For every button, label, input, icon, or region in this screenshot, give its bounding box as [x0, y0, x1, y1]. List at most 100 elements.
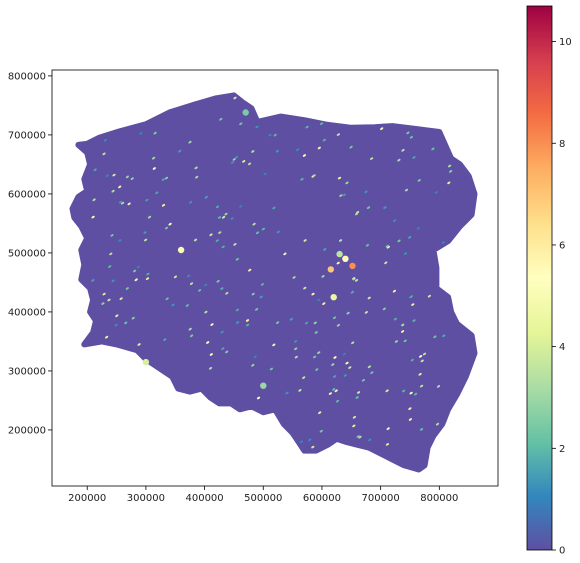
- map-cell: [272, 206, 276, 210]
- map-cell: [121, 201, 125, 205]
- x-tick-label: 800000: [420, 493, 458, 504]
- map-cell: [143, 231, 147, 234]
- map-cell: [315, 368, 319, 371]
- map-cell: [355, 396, 359, 399]
- hotspot-cell: [177, 246, 185, 254]
- map-cell: [449, 170, 453, 173]
- map-cell: [322, 138, 326, 142]
- map-cell: [130, 177, 134, 181]
- map-cell: [322, 302, 326, 306]
- y-tick-label: 300000: [8, 366, 46, 377]
- map-cell: [118, 239, 122, 242]
- map-cell: [268, 133, 272, 137]
- colorbar: [526, 5, 553, 551]
- y-tick-label: 800000: [8, 71, 46, 82]
- map-cell: [367, 365, 371, 369]
- map-cell: [232, 158, 236, 161]
- map-cell: [414, 392, 418, 396]
- map-cell: [401, 330, 405, 333]
- map-cell: [125, 175, 129, 179]
- y-axis: 200000 300000 400000 500000 600000 700000 8000…: [8, 71, 52, 436]
- map-cell: [408, 407, 412, 411]
- map-cell: [230, 217, 234, 220]
- map-cell: [115, 314, 119, 318]
- map-cell: [209, 353, 213, 356]
- map-cell: [188, 327, 192, 331]
- map-cell: [317, 298, 321, 302]
- map-cell: [386, 427, 390, 431]
- map-cell: [233, 243, 237, 246]
- map-cell: [422, 352, 427, 356]
- map-cell: [380, 127, 384, 131]
- map-cell: [393, 317, 397, 321]
- map-cell: [260, 283, 264, 286]
- map-cell: [332, 316, 337, 320]
- colorbar-tick-label: 6: [559, 240, 565, 251]
- map-cell: [339, 194, 343, 197]
- map-cell: [209, 233, 213, 237]
- map-cell: [356, 435, 360, 438]
- x-tick-label: 300000: [127, 493, 165, 504]
- map-cell: [251, 150, 255, 153]
- map-cell: [219, 117, 223, 121]
- map-cell: [168, 222, 172, 226]
- map-cell: [153, 131, 157, 135]
- map-cell: [292, 276, 296, 279]
- map-cell: [294, 347, 298, 351]
- map-cell: [441, 241, 445, 244]
- map-cell: [255, 231, 260, 235]
- map-cell: [198, 289, 202, 292]
- map-cell: [155, 191, 159, 195]
- map-cell: [139, 131, 143, 135]
- hotspot-cell: [327, 266, 334, 273]
- map-cell: [146, 272, 150, 276]
- x-tick-label: 700000: [362, 493, 400, 504]
- map-cell: [110, 234, 114, 237]
- map-cell: [276, 230, 280, 234]
- map-cell: [261, 227, 265, 231]
- map-cell: [114, 323, 118, 327]
- map-cell: [313, 321, 317, 325]
- x-axis: 200000 300000 400000 500000 600000 700000 8000…: [68, 486, 458, 504]
- map-cell: [206, 341, 210, 344]
- map-cell: [397, 158, 401, 162]
- map-cell: [252, 222, 256, 226]
- map-cell: [93, 168, 97, 172]
- map-cell: [419, 428, 424, 431]
- y-tick-label: 600000: [8, 189, 46, 200]
- map-cell: [108, 265, 112, 268]
- map-cell: [111, 279, 115, 283]
- map-cell: [402, 389, 406, 393]
- map-cell: [118, 185, 122, 189]
- map-cell: [125, 287, 129, 290]
- map-cell: [303, 286, 307, 290]
- map-cell: [408, 236, 412, 239]
- map-cell: [427, 294, 431, 298]
- map-cell: [105, 174, 109, 178]
- y-tick-label: 200000: [8, 425, 46, 436]
- map-cell: [242, 160, 246, 163]
- hotspot-cell: [349, 262, 356, 270]
- map-cell: [235, 308, 239, 312]
- map-cell: [119, 200, 123, 204]
- map-cell: [269, 367, 273, 371]
- map-cell: [220, 287, 224, 290]
- map-cell: [401, 323, 405, 327]
- map-cell: [272, 343, 276, 347]
- map-cell: [255, 125, 259, 129]
- plot-frame: [51, 69, 499, 487]
- map-cell: [350, 290, 354, 294]
- map-cell: [314, 331, 318, 334]
- map-cell: [195, 175, 199, 179]
- map-cell: [256, 396, 261, 400]
- map-cell: [275, 149, 279, 153]
- hotspot-cell: [242, 109, 249, 116]
- colorbar-tick-label: 4: [559, 342, 565, 353]
- map-cell: [357, 391, 361, 394]
- map-cell: [91, 215, 95, 219]
- map-cell: [331, 363, 335, 366]
- map-cell: [145, 277, 150, 281]
- map-cell: [336, 323, 340, 327]
- map-cell: [101, 302, 105, 305]
- map-cell: [239, 204, 243, 208]
